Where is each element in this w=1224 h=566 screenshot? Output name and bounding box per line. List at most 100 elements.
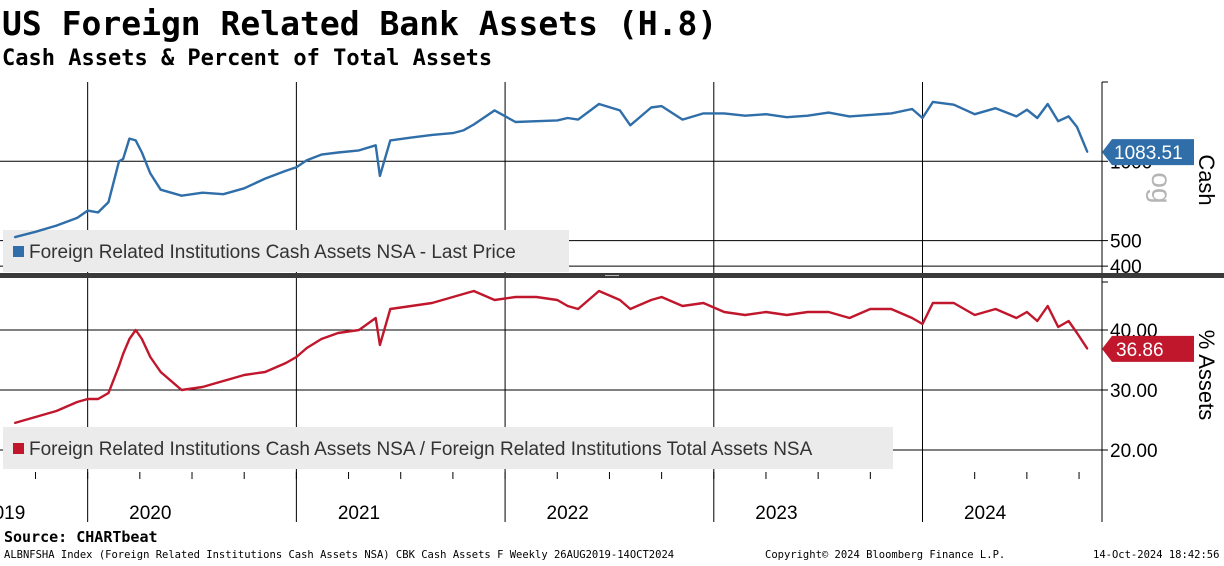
x-tick-label-2023: 2023 [755, 503, 797, 524]
timestamp: 14-Oct-2024 18:42:56 [1093, 549, 1220, 561]
cash-series-line-point [1076, 126, 1078, 128]
pct-series-line-point [1046, 305, 1049, 307]
pct-series-line-point [472, 290, 475, 292]
bottom-legend: Foreign Related Institutions Cash Assets… [3, 427, 893, 469]
pct-series-line-point [827, 311, 830, 313]
cash-series-line-point [149, 172, 152, 175]
pct-series-line-point [374, 317, 377, 319]
cash-series-line-point [994, 107, 997, 110]
pct-series-line-point [1057, 326, 1059, 328]
cash-series-line-point [535, 120, 538, 122]
bottom-legend-swatch [13, 443, 24, 454]
cash-series-line [14, 100, 1089, 239]
pct-series-line-point [681, 305, 684, 307]
cash-series-line-point [472, 123, 475, 126]
pct-series-line-point [953, 302, 955, 304]
cash-series-line-point [869, 114, 872, 116]
top-legend-label: Foreign Related Institutions Cash Assets… [29, 242, 516, 263]
cash-series-line-point [243, 187, 245, 190]
pct-series-line-point [285, 362, 287, 364]
cash-axis-title: Cash [1194, 154, 1219, 205]
pct-series-line-point [134, 329, 137, 331]
pct-series-line-point [86, 398, 89, 400]
pct-tick-label-1: 30.00 [1110, 381, 1158, 402]
pct-series-line-point [76, 401, 79, 403]
cash-series-line-point [264, 177, 266, 180]
pct-series-line-point [869, 308, 872, 310]
cash-series-line-point [285, 170, 287, 172]
pct-series-line-point [320, 338, 323, 340]
pct-series-line-point [389, 308, 392, 310]
pct-series-line-point [97, 398, 99, 400]
cash-series-line-point [431, 134, 433, 136]
pct-series-line-point [118, 365, 120, 367]
pct-series-line-point [890, 308, 893, 310]
cash-series-line-point [159, 188, 162, 191]
pct-series-line-point [994, 308, 997, 310]
pct-series-line-point [973, 314, 976, 316]
pct-series-line-point [744, 314, 746, 316]
cash-series-line-point [118, 160, 120, 163]
cash-series-line-point [1046, 103, 1049, 105]
cash-last-value-tag: 1083.51 [1102, 139, 1194, 166]
cash-series-line-point [76, 217, 79, 219]
pct-series-line-point [1015, 317, 1018, 319]
pct-series-line-point [128, 338, 131, 340]
pct-series-line-point [514, 296, 517, 298]
cash-series-line-point [890, 112, 893, 115]
chart-title: US Foreign Related Bank Assets (H.8) [2, 4, 718, 43]
cash-series-line-point [650, 106, 652, 109]
bottom-legend-label: Foreign Related Institutions Cash Assets… [29, 439, 813, 460]
pct-series-line-point [556, 299, 559, 301]
cash-series-line-point [306, 159, 308, 161]
cash-series-line-point [493, 109, 496, 112]
pct-series-line-point [410, 305, 412, 307]
cash-series-line-point [389, 139, 392, 142]
chart-subtitle: Cash Assets & Percent of Total Assets [2, 46, 493, 71]
x-tick-label-2021: 2021 [338, 503, 380, 524]
pct-series-line-point [702, 302, 705, 304]
pct-series-line-point [911, 317, 913, 319]
cash-series-line-point [806, 114, 809, 117]
pct-series-line-point [786, 314, 788, 316]
pct-series-line-point [122, 353, 124, 355]
x-tick-label-2019: 2019 [0, 503, 25, 524]
cash-series-line-point [629, 124, 632, 127]
pct-series-line-point [660, 296, 663, 298]
pct-series-line-point [1026, 311, 1028, 313]
pct-series-line-point [34, 416, 37, 418]
panel-separator [0, 273, 1224, 278]
cash-last-value: 1083.51 [1114, 143, 1183, 164]
cash-series-line-point [619, 109, 621, 112]
pct-series-line-point [55, 410, 58, 412]
pct-series-line-point [264, 371, 266, 373]
pct-axis-title: % Assets [1194, 330, 1219, 420]
cash-series-line-point [1026, 108, 1028, 111]
cash-series-line-point [86, 209, 89, 212]
pct-series-line-point [13, 422, 16, 424]
top-legend: Foreign Related Institutions Cash Assets… [3, 230, 569, 272]
cash-series-line-point [134, 139, 137, 142]
pct-series-line-point [462, 293, 465, 295]
pct-series-line-point [358, 329, 360, 331]
pct-series-line-point [295, 356, 298, 358]
cash-series-line-point [452, 132, 454, 134]
cash-series-line-point [827, 111, 830, 114]
cash-series-line-point [374, 144, 377, 147]
pct-series-line-point [306, 347, 308, 349]
cash-series-line-point [462, 129, 465, 132]
pct-series-line-point [180, 389, 183, 391]
cash-series-line-point [566, 117, 569, 119]
pct-series-line-point [493, 299, 496, 301]
cash-tick-label-1: 500 [1110, 232, 1142, 253]
cash-series-line-point [848, 115, 851, 118]
copyright-notice: Copyright© 2024 Bloomberg Finance L.P. [765, 549, 1006, 561]
pct-series-line-point [159, 371, 162, 373]
x-tick-label-2022: 2022 [547, 503, 589, 524]
pct-tick-label-0: 20.00 [1110, 441, 1158, 462]
pct-series-line-point [141, 338, 143, 340]
cash-series-line-point [514, 121, 517, 123]
cash-series-line-point [723, 112, 726, 115]
ticker-info: ALBNFSHA Index (Foreign Related Institut… [4, 549, 675, 561]
cash-series-line-point [222, 193, 225, 196]
